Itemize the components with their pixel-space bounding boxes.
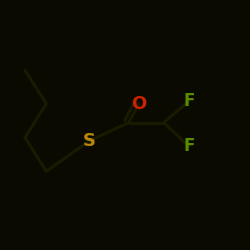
Text: F: F xyxy=(183,92,194,110)
Text: O: O xyxy=(131,95,146,113)
Text: S: S xyxy=(82,132,95,150)
Text: F: F xyxy=(183,137,194,155)
